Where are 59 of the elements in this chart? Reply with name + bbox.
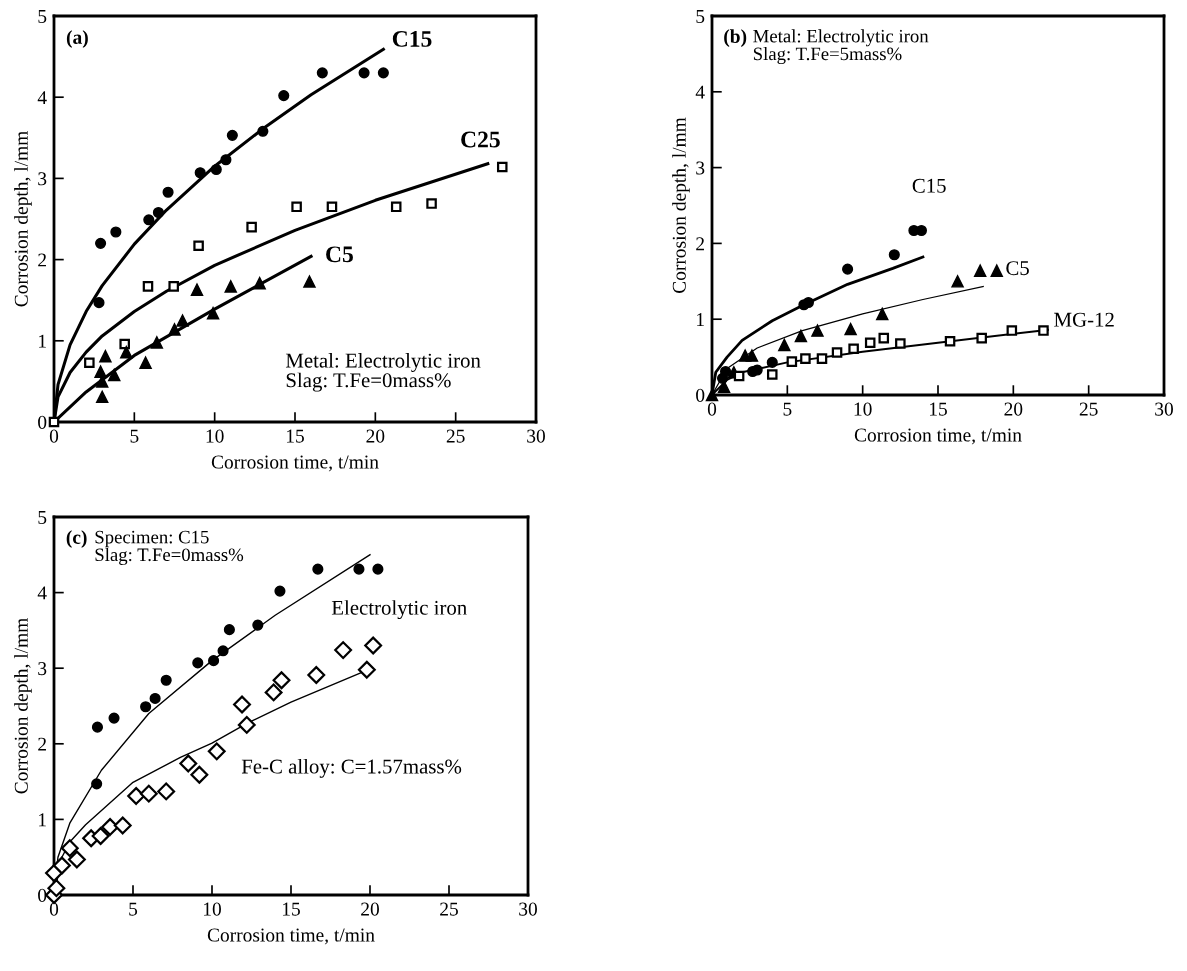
x-tick-label: 30 xyxy=(519,902,537,916)
x-tick-label: 25 xyxy=(440,902,458,916)
series-label: MG-12 xyxy=(1054,312,1114,327)
x-tick-label: 15 xyxy=(286,429,304,443)
y-tick-label: 2 xyxy=(38,253,46,267)
x-tick-label: 25 xyxy=(446,429,465,443)
text: (b) xyxy=(724,29,747,47)
y-tick-label: 0 xyxy=(696,388,705,402)
x-tick-label: 15 xyxy=(282,902,300,916)
y-tick-label: 4 xyxy=(37,586,47,600)
series-label: C5 xyxy=(326,246,353,263)
text: C15 xyxy=(912,178,946,193)
y-tick-label: 4 xyxy=(37,91,47,104)
annotation: Metal: Electrolytic iron Slag: T.Fe=5mass% xyxy=(753,29,929,65)
y-tick-label: 0 xyxy=(38,888,47,902)
y-axis-title: Corrosion depth, l/mm xyxy=(14,131,32,307)
y-tick-label: 2 xyxy=(38,737,46,751)
y-tick-label: 2 xyxy=(696,237,704,251)
x-tick-label: 0 xyxy=(707,402,717,416)
x-tick-label: 15 xyxy=(929,402,947,416)
x-tick-label: 20 xyxy=(1004,402,1023,416)
y-tick-label: 5 xyxy=(38,511,47,524)
x-tick-label: 10 xyxy=(854,402,872,416)
y-tick-label: 3 xyxy=(38,662,47,676)
series-label: C15 xyxy=(392,31,432,47)
y-tick-label: 3 xyxy=(38,172,47,186)
series-label: C5 xyxy=(1006,261,1029,276)
x-axis-title: Corrosion time, t/min xyxy=(207,928,375,945)
text: (c) xyxy=(66,530,87,548)
y-tick-label: 1 xyxy=(39,813,46,827)
y-tick-label: 4 xyxy=(695,85,705,99)
y-tick-label: 5 xyxy=(38,10,47,23)
x-tick-label: 0 xyxy=(49,429,59,443)
annotation: Specimen: C15 Slag: T.Fe=0mass% xyxy=(95,530,244,565)
y-tick-label: 3 xyxy=(696,161,705,175)
x-tick-label: 20 xyxy=(361,902,379,916)
y-tick-label: 0 xyxy=(38,415,47,429)
x-tick-label: 25 xyxy=(1079,402,1098,416)
x-tick-label: 5 xyxy=(783,402,792,416)
x-axis-title: Corrosion time, t/min xyxy=(211,455,379,472)
y-tick-label: 1 xyxy=(697,313,704,326)
x-tick-label: 5 xyxy=(130,429,139,443)
x-tick-label: 10 xyxy=(206,429,224,443)
x-tick-label: 20 xyxy=(366,429,385,443)
x-axis-title: Corrosion time, t/min xyxy=(854,428,1022,445)
annotation: Metal: Electrolytic iron Slag: T.Fe=0mass% xyxy=(285,352,481,392)
annotation: Fe-C alloy: C=1.57mass% xyxy=(241,758,462,778)
y-tick-label: 5 xyxy=(696,10,705,23)
y-axis-title: Corrosion depth, l/mm xyxy=(14,618,32,794)
x-tick-label: 30 xyxy=(527,429,545,443)
text: (a) xyxy=(66,30,88,48)
x-tick-label: 5 xyxy=(129,902,138,916)
annotation: Electrolytic iron xyxy=(331,600,467,620)
x-tick-label: 0 xyxy=(49,902,59,916)
series-label: C25 xyxy=(461,131,500,148)
y-tick-label: 1 xyxy=(39,334,46,348)
y-axis-title: Corrosion depth, l/mm xyxy=(672,117,690,294)
x-tick-label: 10 xyxy=(203,902,221,916)
x-tick-label: 30 xyxy=(1155,402,1173,416)
